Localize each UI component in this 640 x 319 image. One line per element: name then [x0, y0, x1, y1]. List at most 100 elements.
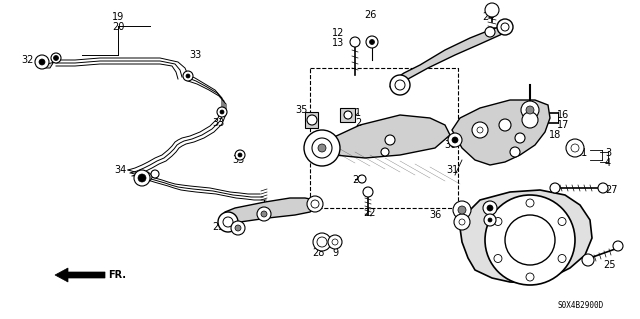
Text: 13: 13	[332, 38, 344, 48]
Circle shape	[218, 212, 238, 232]
Circle shape	[134, 170, 150, 186]
Text: 11: 11	[576, 148, 588, 158]
Polygon shape	[220, 198, 318, 226]
Circle shape	[186, 74, 190, 78]
Text: 4: 4	[605, 158, 611, 168]
Circle shape	[385, 135, 395, 145]
Text: 36: 36	[429, 210, 441, 220]
Polygon shape	[390, 25, 510, 87]
Text: 26: 26	[364, 10, 376, 20]
Text: 35: 35	[296, 105, 308, 115]
Text: FR.: FR.	[108, 270, 126, 280]
Circle shape	[366, 36, 378, 48]
Text: 33: 33	[232, 155, 244, 165]
Circle shape	[550, 183, 560, 193]
Circle shape	[223, 217, 233, 227]
Circle shape	[304, 130, 340, 166]
Circle shape	[51, 53, 61, 63]
Circle shape	[485, 27, 495, 37]
Circle shape	[220, 110, 224, 114]
Circle shape	[350, 37, 360, 47]
Circle shape	[313, 233, 331, 251]
Text: 17: 17	[557, 120, 569, 130]
Text: 34: 34	[114, 165, 126, 175]
Polygon shape	[452, 100, 550, 165]
Circle shape	[307, 196, 323, 212]
Circle shape	[448, 133, 462, 147]
Text: 3: 3	[605, 148, 611, 158]
Circle shape	[183, 71, 193, 81]
Bar	[310, 68, 458, 208]
Circle shape	[484, 214, 496, 226]
Circle shape	[452, 137, 458, 143]
Circle shape	[235, 225, 241, 231]
Circle shape	[477, 127, 483, 133]
Circle shape	[613, 241, 623, 251]
Polygon shape	[320, 115, 450, 158]
Text: 24: 24	[482, 12, 494, 22]
Circle shape	[35, 55, 49, 69]
Text: 25: 25	[604, 260, 616, 270]
Circle shape	[487, 205, 493, 211]
Text: 18: 18	[549, 130, 561, 140]
Circle shape	[459, 219, 465, 225]
Circle shape	[395, 80, 405, 90]
Circle shape	[598, 183, 608, 193]
Circle shape	[488, 218, 492, 222]
Text: 22: 22	[364, 208, 376, 218]
Text: 33: 33	[189, 50, 201, 60]
Circle shape	[510, 147, 520, 157]
Polygon shape	[340, 108, 355, 122]
Circle shape	[526, 199, 534, 207]
Text: 19: 19	[112, 12, 124, 22]
Polygon shape	[460, 190, 592, 283]
Circle shape	[318, 144, 326, 152]
Circle shape	[312, 138, 332, 158]
Circle shape	[485, 3, 499, 17]
Circle shape	[501, 23, 509, 31]
Circle shape	[558, 218, 566, 226]
Circle shape	[566, 139, 584, 157]
Circle shape	[344, 111, 352, 119]
Circle shape	[381, 148, 389, 156]
Circle shape	[499, 119, 511, 131]
Circle shape	[358, 175, 366, 183]
Text: 20: 20	[112, 22, 124, 32]
Circle shape	[317, 237, 327, 247]
Circle shape	[369, 40, 374, 44]
Circle shape	[515, 133, 525, 143]
Circle shape	[257, 207, 271, 221]
Text: 27: 27	[605, 185, 618, 195]
Circle shape	[311, 200, 319, 208]
Circle shape	[261, 211, 267, 217]
Circle shape	[497, 19, 513, 35]
Circle shape	[231, 221, 245, 235]
Text: 32: 32	[22, 55, 34, 65]
Circle shape	[454, 214, 470, 230]
Circle shape	[238, 153, 242, 157]
Circle shape	[521, 101, 539, 119]
Circle shape	[54, 56, 58, 61]
Circle shape	[522, 112, 538, 128]
Polygon shape	[55, 268, 105, 282]
Text: 33: 33	[212, 118, 224, 128]
Circle shape	[526, 106, 534, 114]
Circle shape	[505, 215, 555, 265]
Text: 9: 9	[332, 248, 338, 258]
Text: 21: 21	[352, 175, 364, 185]
Circle shape	[458, 206, 466, 214]
Circle shape	[571, 144, 579, 152]
Circle shape	[390, 75, 410, 95]
Circle shape	[217, 107, 227, 117]
Circle shape	[151, 170, 159, 178]
Circle shape	[138, 174, 146, 182]
Circle shape	[453, 201, 471, 219]
Text: 16: 16	[557, 110, 569, 120]
Text: 2: 2	[355, 118, 361, 128]
Circle shape	[472, 122, 488, 138]
Text: 8: 8	[485, 218, 491, 228]
Circle shape	[485, 195, 575, 285]
Text: 6: 6	[259, 210, 265, 220]
Text: S0X4B2900D: S0X4B2900D	[558, 301, 604, 310]
Circle shape	[483, 201, 497, 215]
